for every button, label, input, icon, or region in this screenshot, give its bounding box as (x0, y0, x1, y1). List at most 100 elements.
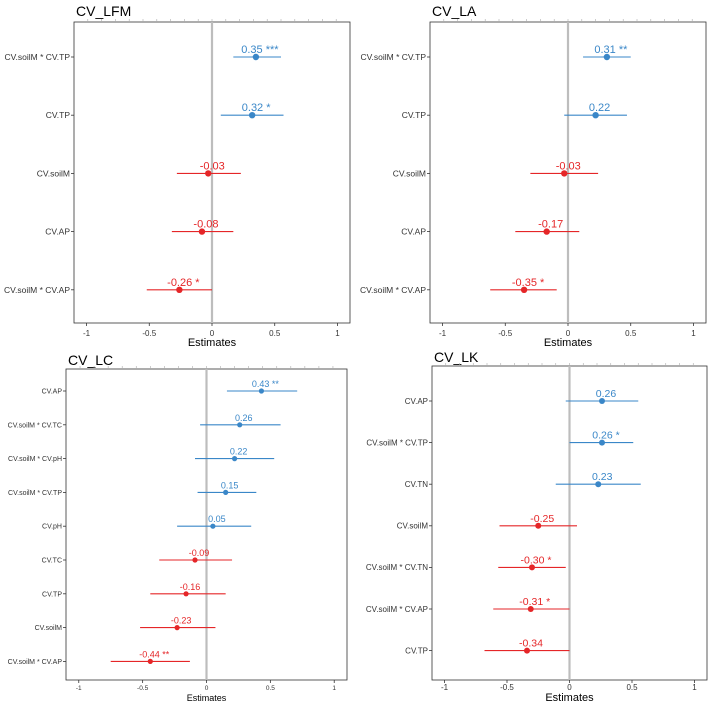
estimate-value-label: 0.43 ** (252, 379, 280, 389)
estimate-point (535, 522, 542, 529)
estimate-value-label: -0.30 * (521, 554, 552, 566)
estimate-row: CV.soilM * CV.TP 0.31 ** (360, 44, 631, 62)
estimate-value-label: 0.22 (589, 102, 610, 114)
x-tick-label: 0.5 (626, 683, 638, 692)
y-tick-label: CV.soilM (397, 522, 429, 531)
estimate-point (147, 658, 153, 665)
x-tick-label: -1 (441, 683, 449, 692)
estimate-row: CV.soilM * CV.AP -0.35 * (360, 277, 557, 295)
estimate-value-label: -0.26 * (167, 277, 200, 289)
estimate-value-label: 0.05 (208, 514, 226, 524)
x-tick-label: 1 (692, 683, 697, 692)
estimate-point (192, 557, 198, 563)
x-axis-label: Estimates (187, 693, 227, 703)
panel-cv-la: CV_LA -1 -0.5 0 0.5 1 Estimates CV.soilM * CV.T… (360, 3, 707, 349)
estimate-row: CV.TP 0.32 * (46, 102, 284, 120)
y-tick-label: CV.TP (46, 110, 71, 120)
estimate-value-label: 0.15 (221, 480, 239, 490)
x-tick-label: 0.5 (266, 685, 275, 692)
estimate-point (543, 228, 550, 235)
estimate-value-label: 0.31 ** (594, 44, 628, 56)
estimate-value-label: 0.35 *** (241, 44, 279, 56)
y-tick-label: CV.soilM * CV.AP (4, 285, 70, 295)
y-tick-label: CV.AP (401, 227, 426, 237)
x-tick-label: -1 (83, 329, 91, 338)
y-tick-label: CV.soilM * CV.TP (360, 52, 426, 62)
estimate-row: CV.soilM * CV.TP 0.15 (8, 480, 257, 497)
estimate-value-label: -0.09 (189, 548, 210, 558)
estimate-point (198, 228, 206, 235)
estimate-row: CV.TN 0.23 (405, 471, 641, 489)
x-axis-label: Estimates (545, 692, 594, 704)
x-tick-label: 0.5 (625, 329, 637, 338)
y-tick-label: CV.soilM (35, 625, 63, 632)
estimate-point (527, 606, 534, 612)
estimate-row: CV.TP -0.34 (405, 638, 570, 655)
y-tick-label: CV.soilM * CV.TP (8, 490, 62, 497)
estimate-point (205, 170, 212, 177)
x-axis-label: Estimates (188, 337, 237, 349)
estimate-point (603, 53, 611, 61)
y-tick-label: CV.TP (405, 646, 428, 655)
x-tick-label: 0 (567, 683, 572, 692)
y-tick-label: CV.TP (42, 591, 62, 598)
x-tick-label: 0 (210, 329, 215, 338)
estimate-row: CV.soilM * CV.TP 0.35 *** (4, 44, 281, 62)
estimate-value-label: -0.35 * (512, 277, 545, 289)
estimate-point (248, 112, 256, 119)
estimate-row: CV.soilM * CV.TN -0.30 * (366, 554, 566, 572)
x-tick-label: -0.5 (142, 329, 156, 338)
panel-title: CV_LA (432, 3, 477, 19)
panel-title: CV_LC (68, 352, 113, 368)
estimate-value-label: -0.34 (519, 638, 543, 650)
estimate-row: CV.TP 0.22 (402, 102, 627, 120)
estimate-value-label: -0.44 ** (139, 649, 170, 659)
estimate-row: CV.soilM * CV.AP -0.31 * (366, 596, 570, 614)
estimate-value-label: -0.31 * (519, 596, 550, 608)
estimate-point (592, 112, 599, 119)
y-tick-label: CV.TN (405, 480, 428, 489)
y-tick-label: CV.soilM (393, 168, 426, 178)
estimate-point (223, 489, 229, 495)
x-tick-label: 1 (332, 685, 336, 692)
estimate-point (599, 398, 605, 404)
estimate-value-label: 0.32 * (242, 102, 271, 114)
estimate-point (237, 422, 243, 428)
y-tick-label: CV.soilM (37, 168, 70, 178)
y-tick-label: CV.soilM * CV.AP (366, 605, 428, 614)
estimate-row: CV.soilM -0.03 (393, 160, 599, 178)
y-tick-label: CV.soilM * CV.TP (4, 52, 70, 62)
y-tick-label: CV.pH (42, 524, 62, 531)
y-tick-label: CV.TP (402, 110, 427, 120)
estimate-value-label: 0.26 (235, 413, 253, 423)
x-tick-label: -1 (439, 329, 447, 338)
y-tick-label: CV.soilM * CV.TN (366, 563, 428, 572)
estimate-row: CV.soilM * CV.TC 0.26 (8, 413, 281, 429)
estimate-value-label: -0.25 (530, 513, 554, 525)
y-tick-label: CV.soilM * CV.AP (8, 659, 63, 666)
panel-cv-lfm: CV_LFM -1 -0.5 0 0.5 1 Estimates CV.soilM * CV.… (4, 3, 351, 349)
x-tick-label: 0.5 (269, 329, 281, 338)
estimate-row: CV.AP -0.08 (45, 219, 234, 237)
estimate-value-label: -0.16 (180, 582, 201, 592)
estimate-value-label: -0.23 (171, 616, 192, 626)
estimate-row: CV.AP 0.26 (405, 388, 639, 406)
y-tick-label: CV.soilM * CV.TP (366, 438, 428, 447)
estimate-point (599, 439, 605, 446)
y-tick-label: CV.AP (45, 227, 70, 237)
estimate-point (176, 286, 183, 293)
x-axis-label: Estimates (544, 337, 593, 349)
estimate-row: CV.soilM * CV.TP 0.26 * (366, 430, 634, 447)
x-tick-label: -0.5 (500, 683, 514, 692)
y-tick-label: CV.soilM * CV.pH (8, 456, 62, 463)
x-tick-label: 1 (335, 329, 340, 338)
y-tick-label: CV.AP (42, 388, 63, 395)
estimate-point (210, 523, 216, 529)
estimate-point (561, 170, 568, 177)
panel-title: CV_LFM (76, 3, 131, 19)
estimate-row: CV.soilM * CV.AP -0.26 * (4, 277, 212, 295)
estimate-point (183, 591, 189, 597)
y-tick-label: CV.AP (405, 397, 428, 406)
